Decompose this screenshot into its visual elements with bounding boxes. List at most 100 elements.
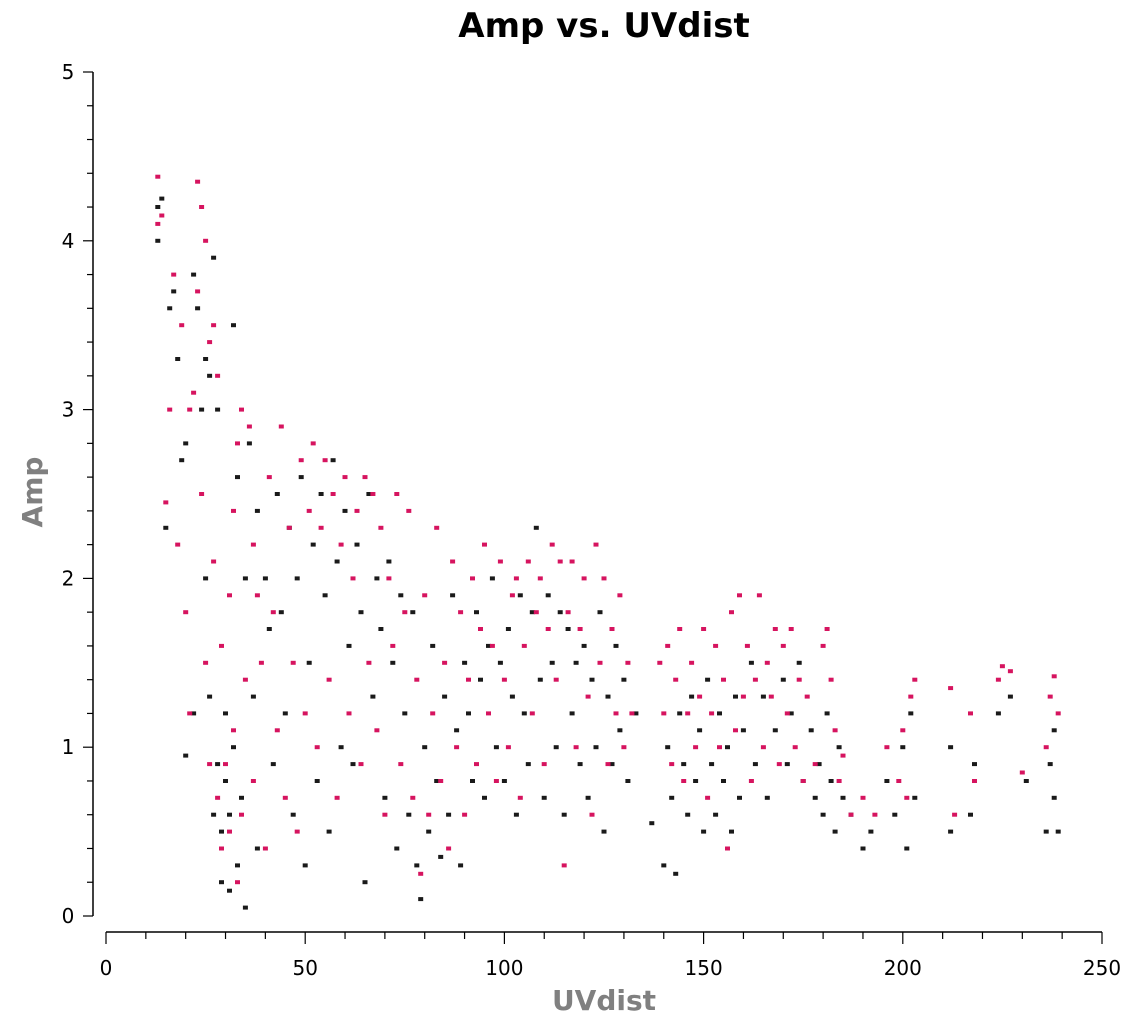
data-point [581, 643, 587, 648]
data-point [159, 213, 165, 218]
data-point [948, 745, 954, 750]
data-point [426, 812, 432, 817]
data-point [820, 643, 826, 648]
data-point [999, 664, 1005, 669]
data-point [489, 576, 495, 581]
data-point [784, 762, 790, 767]
data-point [215, 373, 221, 378]
data-point [669, 762, 675, 767]
data-point [246, 441, 252, 446]
data-point [1019, 770, 1025, 775]
data-point [836, 745, 842, 750]
data-point [318, 525, 324, 530]
data-point [752, 762, 758, 767]
data-point [155, 238, 161, 243]
data-point [314, 745, 320, 750]
data-point [223, 711, 228, 716]
data-point [629, 711, 635, 716]
data-point [840, 753, 846, 758]
data-point [227, 593, 232, 598]
data-point [438, 779, 444, 783]
data-point [195, 179, 201, 184]
data-point [509, 694, 515, 699]
data-point [621, 745, 627, 750]
data-point [342, 475, 348, 480]
y-tick-label: 5 [62, 60, 75, 84]
data-point [705, 677, 711, 682]
data-point [414, 863, 420, 868]
data-point [306, 508, 312, 513]
data-point [370, 492, 376, 496]
data-point [569, 559, 575, 564]
data-point [454, 745, 460, 750]
data-point [175, 357, 181, 361]
data-point [418, 871, 424, 876]
x-tick-label: 150 [685, 956, 723, 980]
data-point [310, 542, 316, 547]
data-point [239, 812, 244, 817]
data-point [254, 846, 260, 851]
data-point [406, 812, 412, 817]
data-point [454, 728, 460, 733]
data-point [733, 728, 738, 733]
data-point [242, 677, 248, 682]
data-point [187, 407, 193, 412]
data-point [414, 677, 420, 682]
data-point [306, 660, 312, 665]
data-point [900, 728, 906, 733]
data-point [235, 863, 240, 868]
data-point [366, 660, 372, 665]
data-point [625, 660, 631, 665]
data-point [533, 610, 539, 615]
data-point [302, 863, 308, 868]
data-point [948, 829, 954, 834]
data-point [501, 677, 507, 682]
data-point [482, 795, 487, 800]
data-point [493, 745, 499, 750]
data-point [525, 559, 531, 564]
data-point [589, 677, 595, 682]
data-point [744, 643, 750, 648]
data-point [223, 762, 228, 767]
data-point [505, 745, 511, 750]
data-point [772, 627, 778, 631]
data-point [191, 711, 197, 716]
data-point [294, 829, 300, 834]
data-point [717, 745, 722, 750]
data-point [402, 711, 408, 716]
data-point [430, 643, 436, 648]
data-point [597, 610, 603, 615]
data-point [1047, 762, 1053, 767]
data-point [713, 812, 719, 817]
data-point [231, 728, 236, 733]
data-point [605, 694, 611, 699]
data-point [780, 677, 786, 682]
data-point [1055, 829, 1061, 834]
data-point [1023, 779, 1029, 783]
x-tick-label: 100 [485, 956, 523, 980]
data-point [298, 475, 304, 480]
data-point [665, 745, 671, 750]
data-point [266, 475, 272, 480]
data-point [832, 728, 838, 733]
data-point [800, 779, 806, 783]
data-point [784, 711, 790, 716]
chart-title: Amp vs. UVdist [458, 6, 749, 46]
data-point [553, 677, 559, 682]
data-point [474, 762, 479, 767]
data-point [203, 357, 209, 361]
x-axis: 0 50 100 150 200 250 [100, 931, 1121, 980]
data-point [848, 812, 854, 817]
data-point [657, 660, 663, 665]
data-point [565, 610, 571, 615]
data-point [239, 795, 244, 800]
data-point [549, 660, 555, 665]
data-point [155, 221, 161, 226]
data-point [386, 576, 392, 581]
data-point [968, 812, 973, 817]
data-point [677, 627, 683, 631]
data-point [227, 888, 232, 893]
data-point [685, 711, 691, 716]
data-point [199, 407, 205, 412]
data-point [693, 745, 699, 750]
